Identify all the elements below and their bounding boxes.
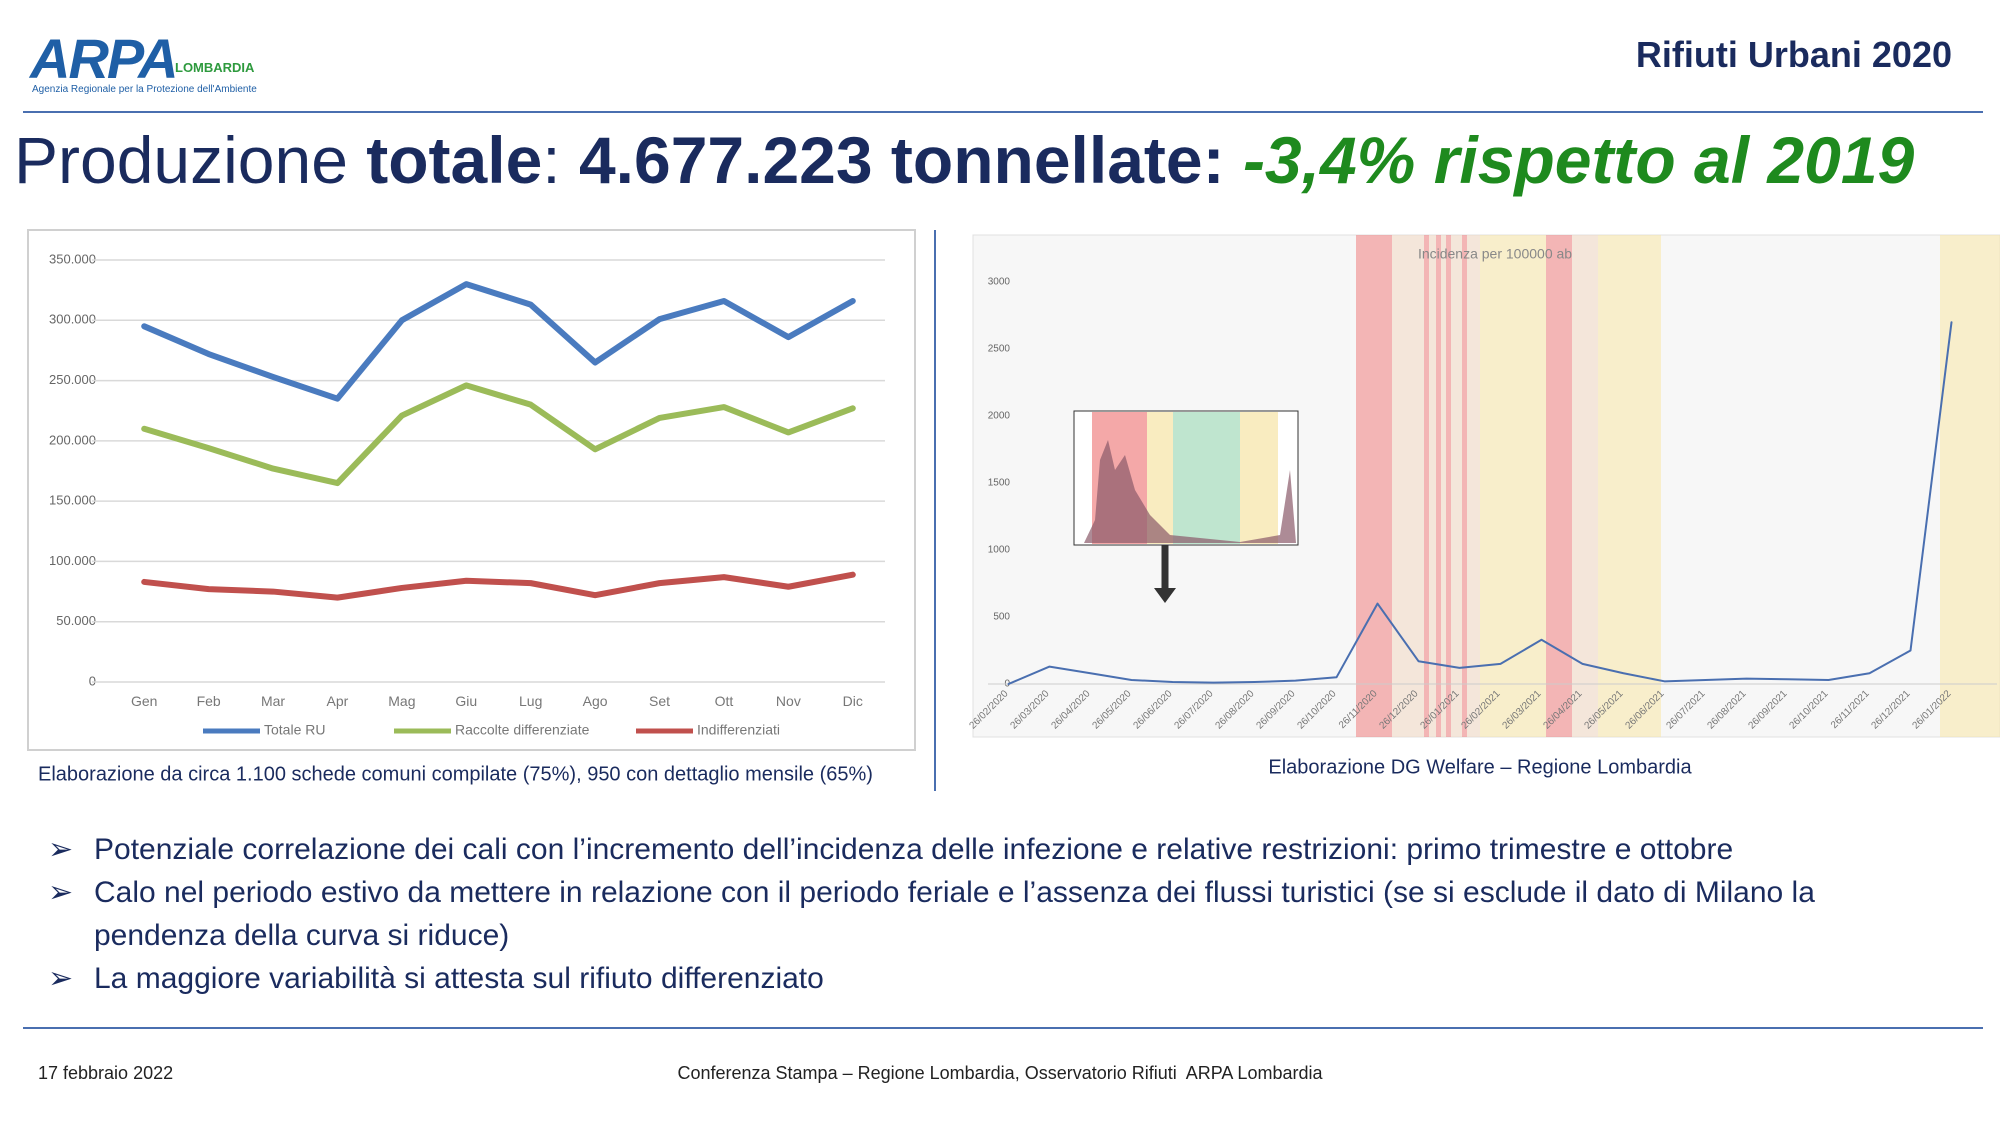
x-tick-label: Apr <box>327 693 349 709</box>
y-tick-label: 0 <box>89 673 96 688</box>
logo: ARPA LOMBARDIA Agenzia Regionale per la … <box>30 26 260 104</box>
y-tick-label: 2500 <box>988 344 1011 355</box>
title-highlight: -3,4% rispetto al 2019 <box>1224 123 1915 197</box>
chart-title: Incidenza per 100000 ab <box>1418 246 1572 262</box>
x-tick-label: Nov <box>776 693 801 709</box>
band <box>1424 235 1429 737</box>
band <box>1436 235 1441 737</box>
x-tick-label: Dic <box>843 693 863 709</box>
footer-date: 17 febbraio 2022 <box>38 1063 174 1083</box>
inset-curve <box>1084 440 1296 543</box>
band <box>1480 235 1546 737</box>
slide-title: Produzione totale: 4.677.223 tonnellate:… <box>14 122 1914 198</box>
x-tick-label: Mar <box>261 693 285 709</box>
band <box>1598 235 1661 737</box>
chart-caption: Elaborazione DG Welfare – Regione Lombar… <box>1268 756 1692 778</box>
band <box>1446 235 1451 737</box>
y-tick-label: 200.000 <box>49 432 96 447</box>
chart-frame <box>27 229 916 751</box>
x-tick-label: Ott <box>715 693 734 709</box>
band <box>1240 412 1278 544</box>
band <box>1462 235 1467 737</box>
footer-event: Conferenza Stampa – Regione Lombardia, O… <box>677 1063 1323 1083</box>
title-text: totale <box>366 123 543 197</box>
x-tick-label: Giu <box>455 693 477 709</box>
legend-label: Indifferenziati <box>697 722 780 738</box>
bullet: La maggiore variabilità si attesta sul r… <box>48 957 1948 1000</box>
x-tick-label: Mag <box>388 693 415 709</box>
title-text: 4.677.223 tonnellate: <box>578 123 1225 197</box>
band <box>1572 235 1598 737</box>
data-line <box>141 281 856 402</box>
band <box>1173 412 1240 544</box>
x-tick-label: Set <box>649 693 670 709</box>
x-tick-label: Lug <box>519 693 542 709</box>
bullet-list: Potenziale correlazione dei cali con l’i… <box>48 828 1948 1000</box>
bullet: Potenziale correlazione dei cali con l’i… <box>48 828 1948 871</box>
y-tick-label: 1500 <box>988 478 1011 489</box>
data-line <box>141 382 856 487</box>
restriction-bands <box>1356 235 2000 737</box>
title-text: Produzione <box>14 123 367 197</box>
y-tick-label: 250.000 <box>49 372 96 387</box>
x-tick-label: Feb <box>197 693 221 709</box>
y-tick-label: 300.000 <box>49 312 96 327</box>
y-tick-label: 2000 <box>988 411 1011 422</box>
legend-label: Totale RU <box>264 722 325 738</box>
logo-mark: ARPA <box>30 27 179 90</box>
legend-label: Raccolte differenziate <box>455 722 590 738</box>
band <box>1356 235 1392 737</box>
y-tick-label: 1000 <box>988 545 1011 556</box>
data-line <box>1007 321 1953 685</box>
y-tick-label: 150.000 <box>49 493 96 508</box>
logo-subtitle: Agenzia Regionale per la Protezione dell… <box>32 84 257 95</box>
section-title: Rifiuti Urbani 2020 <box>1635 34 1952 75</box>
arrow-head <box>1154 588 1176 603</box>
y-tick-label: 500 <box>993 612 1010 623</box>
band <box>1940 235 2000 737</box>
y-tick-label: 350.000 <box>49 251 96 266</box>
y-tick-label: 3000 <box>988 277 1011 288</box>
logo-region: LOMBARDIA <box>175 60 255 75</box>
x-tick-label: Gen <box>131 693 157 709</box>
inset-thumbnail <box>1073 410 1299 603</box>
y-tick-label: 50.000 <box>56 613 96 628</box>
chart-caption: Elaborazione da circa 1.100 schede comun… <box>38 763 873 785</box>
band <box>1546 235 1572 737</box>
separator <box>23 111 1983 113</box>
bullet: Calo nel periodo estivo da mettere in re… <box>48 871 1948 957</box>
data-line <box>141 571 856 601</box>
x-tick-label: Ago <box>583 693 608 709</box>
y-tick-label: 100.000 <box>49 553 96 568</box>
title-text: : <box>542 123 579 197</box>
